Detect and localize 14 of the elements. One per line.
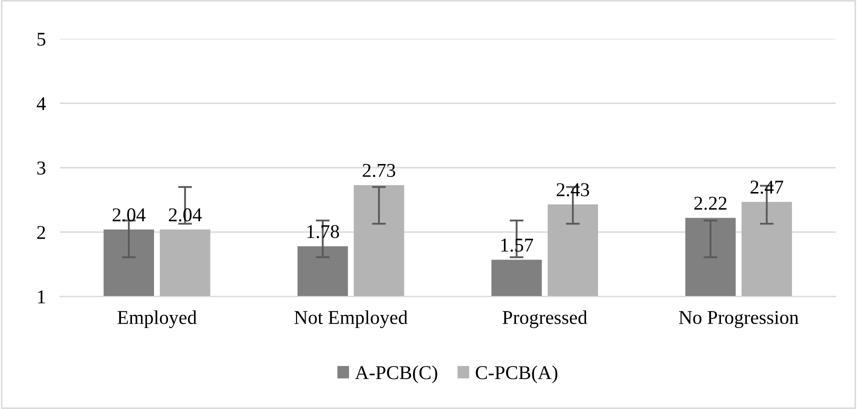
x-tick-label: No Progression (678, 310, 799, 328)
x-tick-label: Progressed (502, 310, 588, 328)
data-label: 2.22 (694, 196, 726, 210)
legend-label: C-PCB(A) (476, 366, 558, 384)
x-tick-label: Employed (118, 310, 197, 328)
y-tick-label: 4 (36, 97, 46, 110)
data-label: 2.73 (362, 164, 396, 178)
y-tick-label: 1 (38, 290, 45, 304)
y-tick-label: 5 (38, 32, 46, 46)
x-tick-label: Not Employed (294, 310, 408, 328)
y-tick-label: 2 (37, 226, 46, 239)
y-tick-label: 3 (37, 162, 46, 175)
legend-label: A-PCB(C) (355, 366, 438, 384)
data-label: 2.04 (112, 208, 146, 222)
